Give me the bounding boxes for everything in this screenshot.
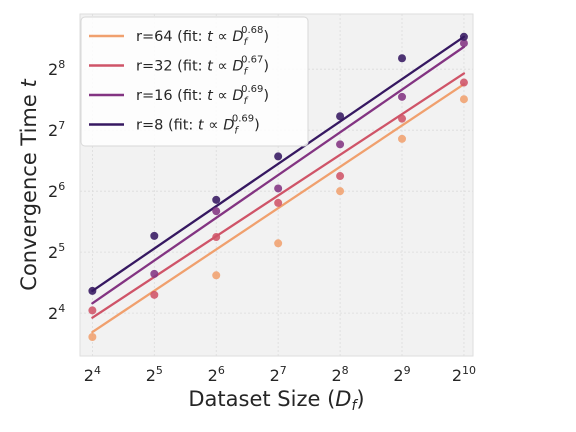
x-tick-label: 28 [331, 364, 348, 385]
legend-entry: r=64 (fit: t ∝ Df0.68) [136, 25, 269, 48]
x-tick-label: 210 [452, 364, 476, 385]
y-tick-label: 25 [48, 241, 65, 262]
data-point [88, 306, 97, 315]
data-point [459, 95, 468, 104]
data-point [212, 271, 221, 280]
data-point [274, 198, 283, 207]
data-point [150, 290, 159, 299]
data-point [274, 152, 283, 161]
data-point [150, 269, 159, 278]
x-tick-label: 26 [208, 364, 225, 385]
x-tick-label: 29 [393, 364, 410, 385]
y-tick-label: 24 [48, 302, 65, 323]
legend-entry: r=16 (fit: t ∝ Df0.69) [136, 84, 269, 107]
fit-line [91, 45, 466, 305]
data-point [398, 92, 407, 101]
x-tick-label: 24 [84, 364, 101, 385]
data-point [459, 78, 468, 87]
data-points [88, 32, 468, 341]
x-tick-label: 27 [270, 364, 287, 385]
y-axis-ticks: 24 25 26 27 28 [48, 58, 65, 323]
legend-box [80, 16, 309, 147]
data-point [212, 233, 221, 242]
data-point [88, 286, 97, 295]
legend-entry: r=32 (fit: t ∝ Df0.67) [136, 55, 269, 78]
y-tick-label: 26 [48, 180, 65, 201]
data-point [150, 231, 159, 240]
data-point [398, 134, 407, 143]
x-tick-label: 25 [146, 364, 163, 385]
fit-line [91, 35, 466, 293]
data-point [459, 39, 468, 48]
data-point [336, 112, 345, 121]
data-point [88, 332, 97, 341]
y-tick-label: 27 [48, 119, 65, 140]
data-point [336, 140, 345, 149]
legend-entry: r=8 (fit: t ∝ Df0.69) [136, 114, 260, 137]
data-point [274, 184, 283, 193]
y-axis-title: Convergence Time t [17, 79, 41, 291]
legend: r=64 (fit: t ∝ Df0.68) r=32 (fit: t ∝ Df0… [80, 16, 309, 147]
data-point [336, 187, 345, 196]
data-point [398, 114, 407, 123]
data-point [459, 32, 468, 41]
data-point [274, 239, 283, 248]
data-point [212, 207, 221, 216]
data-point [336, 172, 345, 181]
y-tick-label: 28 [48, 58, 65, 79]
x-axis-ticks: 24 25 26 27 28 29 210 [84, 364, 476, 385]
fit-line [91, 83, 466, 334]
data-point [212, 195, 221, 204]
data-point [398, 54, 407, 63]
x-axis-title: Dataset Size (Df) [188, 387, 364, 414]
